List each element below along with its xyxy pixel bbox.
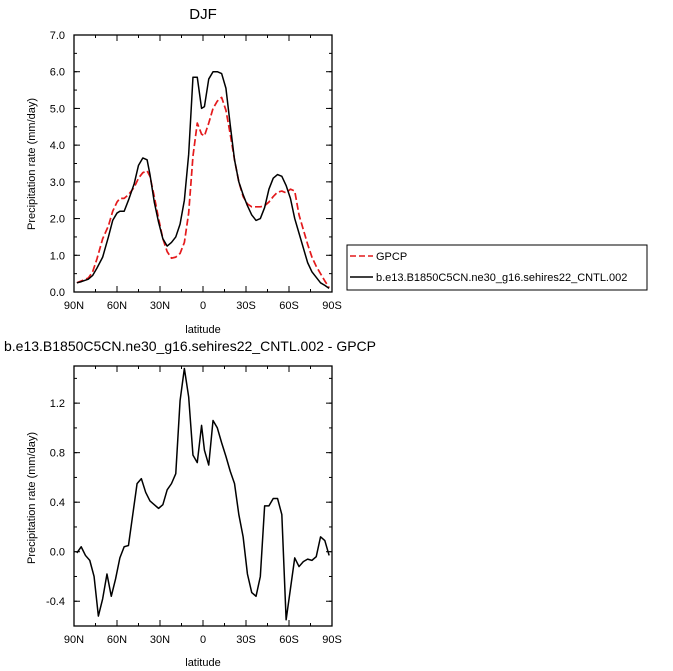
legend-box (346, 244, 648, 291)
top-chart-y-axis-label: Precipitation rate (mm/day) (26, 98, 38, 230)
bottom-chart-x-axis-label: latitude (185, 657, 220, 669)
top-chart-title: DJF (189, 6, 217, 23)
bottom-chart-x-tick-label: 60N (107, 634, 127, 646)
top-chart-y-tick-label: 7.0 (50, 30, 65, 42)
bottom-chart-x-tick-label: 0 (200, 634, 206, 646)
bottom-chart-y-tick-label: 0.8 (50, 448, 65, 460)
legend: GPCP b.e13.B1850C5CN.ne30_g16.sehires22_… (346, 244, 648, 291)
top-chart-x-axis-label: latitude (185, 324, 220, 336)
top-chart-series-1-line (76, 70, 330, 289)
bottom-chart-y-tick-label: 0.4 (50, 497, 65, 509)
bottom-chart-frame (73, 365, 333, 627)
top-chart-y-tick-label: 6.0 (50, 67, 65, 79)
bottom-chart-y-tick-label: -0.4 (46, 596, 65, 608)
top-chart-x-tick-label: 90S (322, 300, 342, 312)
top-chart-x-tick-label: 90N (64, 300, 84, 312)
bottom-chart-y-tick-label: 0.0 (50, 547, 65, 559)
top-chart-x-tick-label: 30S (236, 300, 256, 312)
top-chart-y-tick-label: 5.0 (50, 103, 65, 115)
bottom-chart-title: b.e13.B1850C5CN.ne30_g16.sehires22_CNTL.… (4, 338, 376, 354)
top-chart-y-tick-label: 4.0 (50, 140, 65, 152)
top-chart-y-tick-label: 2.0 (50, 214, 65, 226)
top-chart-x-tick-label: 30N (150, 300, 170, 312)
bottom-chart-y-axis-label: Precipitation rate (mm/day) (26, 432, 38, 564)
legend-label-gpcp: GPCP (376, 251, 407, 263)
top-chart-plot-area: 90N 60N 30N 0 30S 60S 90S 0.0 1.0 2.0 3.0 4.0 5.0 6.0… (50, 30, 342, 312)
top-chart-y-tick-label: 3.0 (50, 177, 65, 189)
top-chart-frame (73, 34, 333, 293)
legend-label-model: b.e13.B1850C5CN.ne30_g16.sehires22_CNTL.… (376, 272, 627, 284)
bottom-chart-x-tick-label: 60S (279, 634, 299, 646)
bottom-chart-x-tick-label: 90N (64, 634, 84, 646)
top-chart-y-tick-label: 1.0 (50, 250, 65, 262)
top-chart: DJF Precipitation rate (mm/day) latitude… (26, 6, 648, 336)
top-chart-y-tick-label: 0.0 (50, 287, 65, 299)
top-chart-x-tick-label: 60S (279, 300, 299, 312)
bottom-chart-plot-area: 90N 60N 30N 0 30S 60S 90S -0.4 0.0 0.4 0.8 1.2 (46, 365, 342, 646)
bottom-chart-y-tick-label: 1.2 (50, 398, 65, 410)
top-chart-series-0-line (76, 96, 330, 289)
bottom-chart-series-0-line (76, 367, 330, 621)
bottom-chart: b.e13.B1850C5CN.ne30_g16.sehires22_CNTL.… (4, 338, 376, 669)
top-chart-x-tick-label: 60N (107, 300, 127, 312)
top-chart-x-tick-label: 0 (200, 300, 206, 312)
bottom-chart-x-tick-label: 90S (322, 634, 342, 646)
bottom-chart-x-tick-label: 30N (150, 634, 170, 646)
bottom-chart-x-tick-label: 30S (236, 634, 256, 646)
